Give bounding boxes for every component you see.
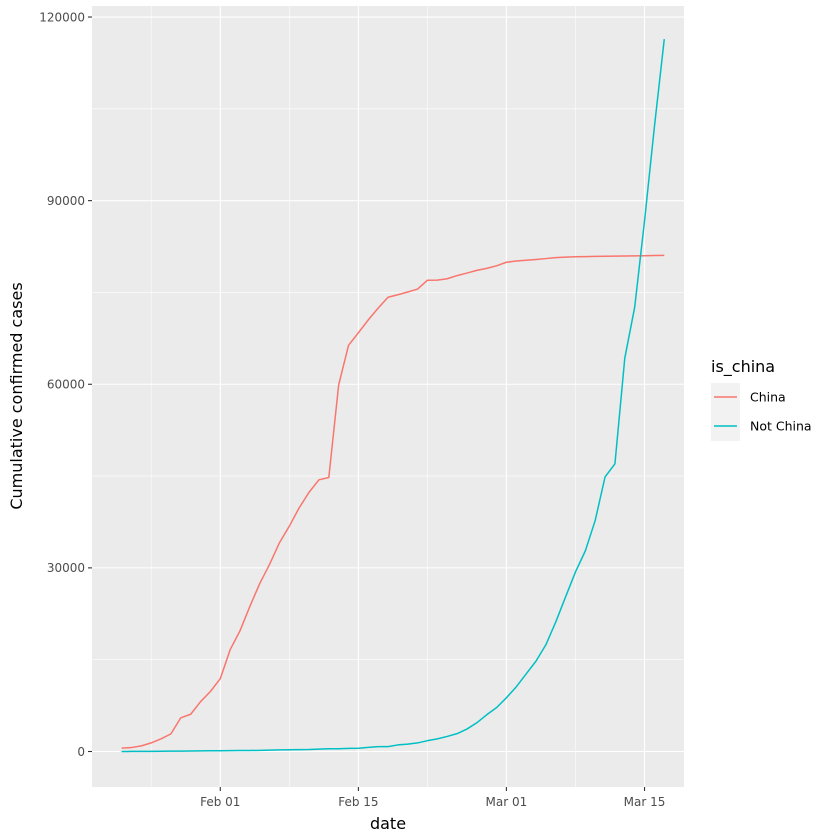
legend-label-china: China bbox=[750, 390, 786, 405]
x-axis: Feb 01 Feb 15 Mar 01 Mar 15 bbox=[200, 787, 665, 809]
x-tick-label: Mar 01 bbox=[486, 795, 528, 809]
x-tick-label: Mar 15 bbox=[624, 795, 666, 809]
y-tick-label: 90000 bbox=[47, 194, 85, 208]
x-axis-title: date bbox=[370, 814, 406, 833]
y-axis-title: Cumulative confirmed cases bbox=[7, 282, 26, 509]
y-tick-label: 120000 bbox=[39, 10, 85, 24]
minor-gridlines bbox=[92, 6, 684, 787]
x-tick-label: Feb 15 bbox=[338, 795, 378, 809]
y-tick-label: 0 bbox=[77, 745, 85, 759]
legend-title: is_china bbox=[711, 357, 775, 377]
plot-panel bbox=[92, 6, 684, 787]
x-tick-label: Feb 01 bbox=[200, 795, 240, 809]
y-tick-label: 30000 bbox=[47, 561, 85, 575]
legend: is_china China Not China bbox=[711, 357, 812, 441]
y-tick-label: 60000 bbox=[47, 378, 85, 392]
series-line-not-china bbox=[121, 39, 666, 753]
legend-label-not-china: Not China bbox=[750, 419, 812, 434]
series-line-china bbox=[121, 254, 665, 749]
y-axis: 0 30000 60000 90000 120000 bbox=[39, 10, 92, 759]
series-lines bbox=[121, 39, 666, 753]
major-gridlines bbox=[92, 6, 684, 787]
